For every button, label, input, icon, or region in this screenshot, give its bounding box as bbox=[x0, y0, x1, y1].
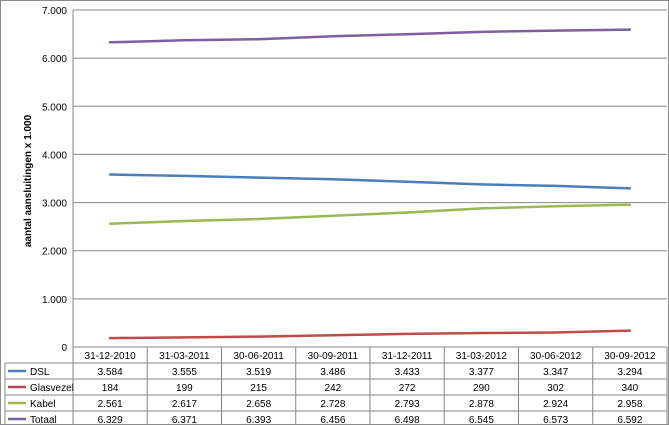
legend-label: Totaal bbox=[30, 415, 57, 424]
series-line-kabel bbox=[108, 203, 632, 225]
x-tick-label: 31-03-2012 bbox=[456, 351, 508, 362]
data-label: 3.377 bbox=[469, 367, 494, 378]
data-label: 2.878 bbox=[469, 399, 494, 410]
y-tick-label: 7.000 bbox=[42, 6, 67, 17]
data-label: 199 bbox=[176, 383, 193, 394]
data-label: 290 bbox=[473, 383, 490, 394]
data-label: 6.498 bbox=[395, 415, 420, 424]
data-label: 340 bbox=[622, 383, 639, 394]
y-tick-label: 1.000 bbox=[42, 295, 67, 306]
x-tick-label: 30-06-2011 bbox=[233, 351, 284, 362]
data-label: 6.573 bbox=[543, 415, 568, 424]
series-line-dsl bbox=[108, 173, 632, 190]
data-label: 302 bbox=[547, 383, 564, 394]
y-tick-label: 4.000 bbox=[42, 150, 67, 161]
gridlines bbox=[72, 9, 667, 347]
data-label: 2.924 bbox=[543, 399, 568, 410]
series-lines bbox=[108, 28, 632, 340]
y-axis-title: aantal aansluitingen x 1.000 bbox=[23, 114, 34, 247]
y-tick-label: 0 bbox=[61, 343, 67, 354]
legend-label: DSL bbox=[30, 367, 50, 378]
x-tick-label: 31-03-2011 bbox=[159, 351, 210, 362]
legend-label: Kabel bbox=[30, 399, 56, 410]
data-label: 6.393 bbox=[246, 415, 271, 424]
data-label: 6.456 bbox=[320, 415, 345, 424]
data-label: 2.728 bbox=[320, 399, 345, 410]
data-label: 184 bbox=[102, 383, 119, 394]
data-label: 3.486 bbox=[320, 367, 345, 378]
x-tick-label: 30-06-2012 bbox=[530, 351, 582, 362]
x-tick-label: 31-12-2011 bbox=[382, 351, 433, 362]
y-tick-label: 3.000 bbox=[42, 199, 67, 210]
data-label: 2.561 bbox=[98, 399, 123, 410]
data-label: 6.592 bbox=[617, 415, 642, 424]
data-label: 2.958 bbox=[617, 399, 642, 410]
data-label: 2.793 bbox=[395, 399, 420, 410]
data-label: 3.347 bbox=[543, 367, 568, 378]
data-label: 3.433 bbox=[395, 367, 420, 378]
data-label: 6.329 bbox=[98, 415, 123, 424]
data-table: 31-12-2010 31-03-2011 30-06-2011 30-09-2011… bbox=[4, 346, 668, 424]
data-label: 2.658 bbox=[246, 399, 271, 410]
x-tick-label: 30-09-2012 bbox=[604, 351, 656, 362]
data-label: 3.584 bbox=[98, 367, 123, 378]
data-label: 242 bbox=[325, 383, 342, 394]
legend-label: Glasvezel bbox=[30, 383, 74, 394]
x-tick-label: 31-12-2010 bbox=[85, 351, 137, 362]
data-label: 272 bbox=[399, 383, 416, 394]
data-label: 6.371 bbox=[172, 415, 197, 424]
data-label: 215 bbox=[250, 383, 267, 394]
y-tick-label: 2.000 bbox=[42, 247, 67, 258]
y-axis-ticks: 0 1.000 2.000 3.000 4.000 5.000 6.000 7.000 bbox=[42, 6, 67, 354]
y-tick-label: 6.000 bbox=[42, 54, 67, 65]
data-label: 3.519 bbox=[246, 367, 271, 378]
x-tick-label: 30-09-2011 bbox=[308, 351, 359, 362]
series-line-glasvezel bbox=[108, 329, 632, 340]
data-label: 2.617 bbox=[172, 399, 197, 410]
data-label: 3.555 bbox=[172, 367, 197, 378]
data-label: 6.545 bbox=[469, 415, 494, 424]
series-line-totaal bbox=[108, 28, 632, 44]
y-tick-label: 5.000 bbox=[42, 102, 67, 113]
data-label: 3.294 bbox=[617, 367, 642, 378]
